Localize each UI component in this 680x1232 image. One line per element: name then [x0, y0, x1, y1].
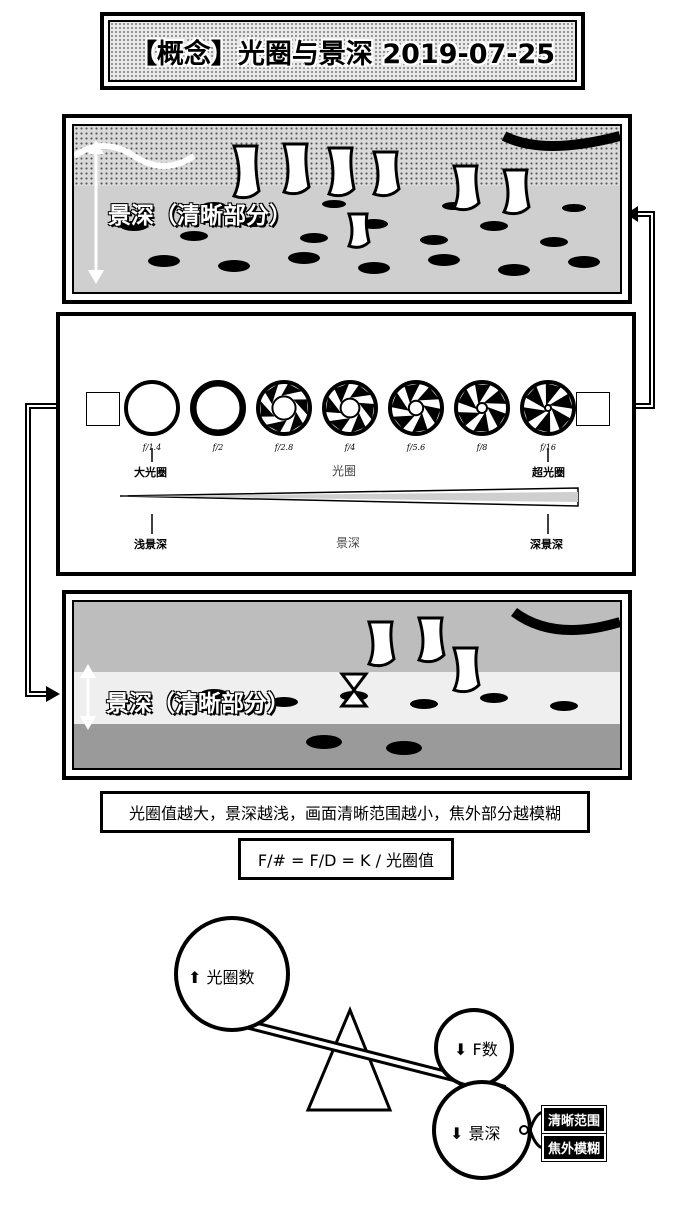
arrow-head-bottom	[46, 686, 60, 702]
dof-label: 景深	[336, 536, 361, 550]
large-aperture-label: 大光圈	[134, 466, 167, 479]
aperture-diagram: f/1.4 f/2 f/2.8 f/4 f/5.6 f/8 f/16	[119, 380, 579, 534]
top-photo-scene	[74, 131, 620, 292]
aperture-circle	[174, 916, 290, 1032]
f-number-label-7: f/16	[539, 443, 556, 452]
title-banner: 【概念】光圈与景深 2019-07-25	[108, 20, 577, 82]
formula-box: F/# = F/D = K / 光圈值	[238, 838, 454, 880]
dof-down-label: ⬇ 景深	[450, 1124, 501, 1143]
fnumber-down-label: ⬇ F数	[454, 1040, 498, 1059]
aperture-stop-1	[124, 380, 180, 436]
left-connector-box	[86, 392, 120, 426]
bottom-photo-scene	[74, 602, 620, 768]
depth-wedge-fill	[120, 492, 578, 502]
shallow-dof-label: 浅景深	[134, 538, 167, 551]
small-aperture-label: 超光圈	[532, 466, 565, 479]
formula-text: F/# = F/D = K / 光圈值	[257, 851, 435, 870]
top-photo: 景深（清晰部分）	[62, 114, 632, 304]
out-of-focus-tag: 焦外模糊	[540, 1133, 608, 1162]
bottom-photo-label: 景深（清晰部分）	[106, 691, 290, 717]
f-number-label-3: f/2.8	[274, 443, 293, 452]
right-connector-box	[576, 392, 610, 426]
f-number-label-6: f/8	[476, 443, 488, 452]
aperture-stop-2	[190, 380, 246, 436]
title-box: 【概念】光圈与景深 2019-07-25	[100, 12, 585, 90]
seesaw-diagram	[174, 916, 545, 1180]
bottom-photo: 景深（清晰部分）	[62, 590, 632, 780]
aperture-stop-4	[322, 380, 378, 436]
aperture-stop-5	[388, 380, 444, 436]
aperture-label: 光圈	[332, 464, 357, 478]
f-number-label-2: f/2	[212, 443, 224, 452]
deep-dof-label: 深景深	[530, 538, 563, 551]
page-title: 【概念】光圈与景深 2019-07-25	[129, 38, 556, 70]
aperture-stop-6	[454, 380, 510, 436]
f-number-label-5: f/5.6	[406, 443, 425, 452]
rule-text-box: 光圈值越大，景深越浅，画面清晰范围越小，焦外部分越模糊	[100, 791, 590, 833]
sharp-range-tag: 清晰范围	[540, 1105, 608, 1134]
rule-text: 光圈值越大，景深越浅，画面清晰范围越小，焦外部分越模糊	[128, 804, 561, 823]
f-number-label-4: f/4	[344, 443, 356, 452]
aperture-up-label: ⬆ 光圈数	[188, 968, 255, 987]
top-photo-label: 景深（清晰部分）	[108, 203, 292, 229]
aperture-panel: f/1.4 f/2 f/2.8 f/4 f/5.6 f/8 f/16 大光圈 光圈 超光圈 …	[56, 312, 636, 576]
f-number-label-1: f/1.4	[142, 443, 161, 452]
aperture-stop-7	[520, 380, 576, 436]
aperture-stop-3	[256, 380, 312, 436]
